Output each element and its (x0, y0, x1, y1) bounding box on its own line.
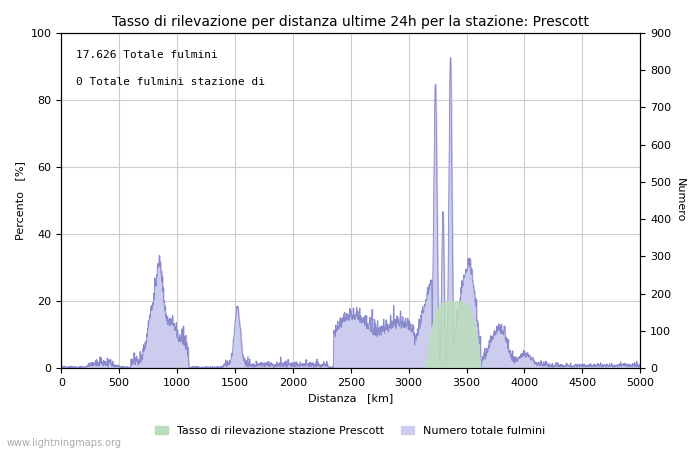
Text: 17.626 Totale fulmini: 17.626 Totale fulmini (76, 50, 218, 60)
Text: www.lightningmaps.org: www.lightningmaps.org (7, 438, 122, 448)
Legend: Tasso di rilevazione stazione Prescott, Numero totale fulmini: Tasso di rilevazione stazione Prescott, … (150, 421, 550, 440)
X-axis label: Distanza   [km]: Distanza [km] (308, 393, 393, 404)
Text: 0 Totale fulmini stazione di: 0 Totale fulmini stazione di (76, 76, 265, 86)
Y-axis label: Numero: Numero (675, 178, 685, 223)
Y-axis label: Percento   [%]: Percento [%] (15, 161, 25, 240)
Title: Tasso di rilevazione per distanza ultime 24h per la stazione: Prescott: Tasso di rilevazione per distanza ultime… (112, 15, 589, 29)
